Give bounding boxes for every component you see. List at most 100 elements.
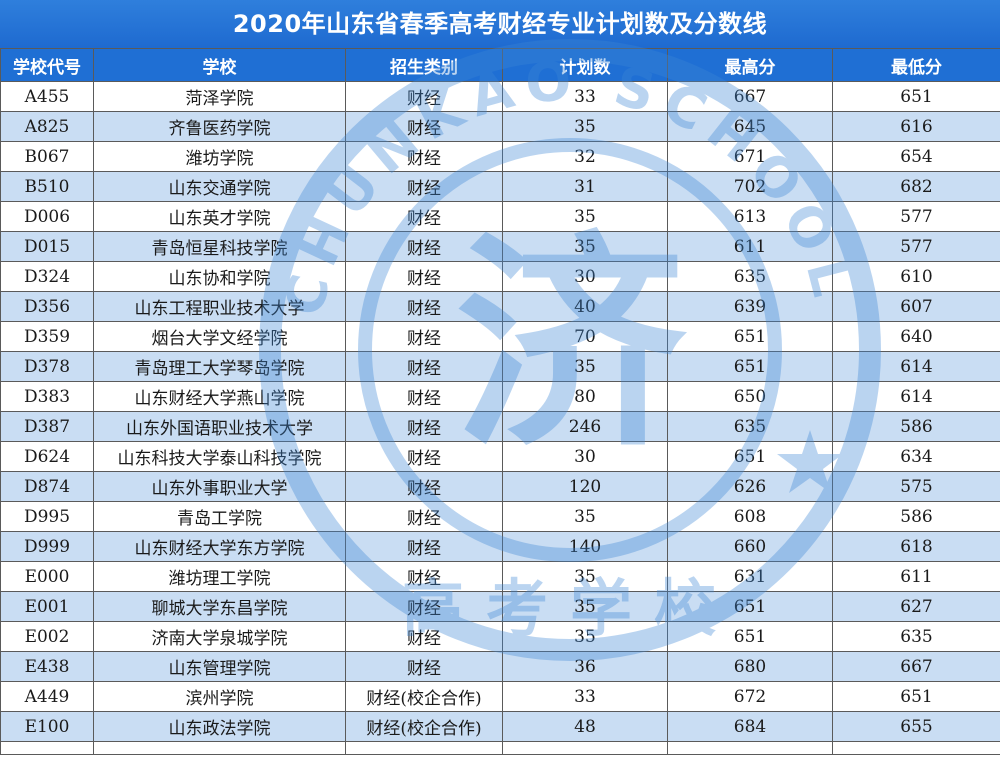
category: 财经 [345,591,503,622]
max-score: 645 [667,111,833,142]
category: 财经 [345,561,503,592]
category: 财经 [345,411,503,442]
score-table: 学校代号 学校 招生类别 计划数 最高分 最低分 A455 菏泽学院 财经 33 667… [0,48,1000,755]
school-name: 山东财经大学东方学院 [93,531,346,562]
school-name: 山东外国语职业技术大学 [93,411,346,442]
empty-row [0,741,1000,755]
plan-count: 48 [502,711,668,742]
school-name: 潍坊理工学院 [93,561,346,592]
school-name: 济南大学泉城学院 [93,621,346,652]
table-row: E002 济南大学泉城学院 财经 35 651 635 [0,621,1000,652]
col-header-max: 最高分 [667,48,833,82]
school-code: E002 [0,621,94,652]
page-title: 2020年山东省春季高考财经专业计划数及分数线 [0,0,1000,48]
school-name: 山东财经大学燕山学院 [93,381,346,412]
min-score: 682 [832,171,1000,202]
plan-count: 40 [502,291,668,322]
plan-count: 30 [502,261,668,292]
plan-count: 32 [502,141,668,172]
category: 财经 [345,111,503,142]
max-score: 626 [667,471,833,502]
school-code: D999 [0,531,94,562]
min-score: 640 [832,321,1000,352]
max-score: 671 [667,141,833,172]
category: 财经(校企合作) [345,711,503,742]
plan-count: 140 [502,531,668,562]
max-score: 651 [667,351,833,382]
category: 财经 [345,171,503,202]
category: 财经 [345,531,503,562]
table-row: A455 菏泽学院 财经 33 667 651 [0,81,1000,112]
category: 财经 [345,471,503,502]
plan-count: 35 [502,111,668,142]
category: 财经 [345,291,503,322]
max-score: 660 [667,531,833,562]
plan-count: 33 [502,681,668,712]
min-score: 635 [832,621,1000,652]
max-score: 650 [667,381,833,412]
col-header-min: 最低分 [832,48,1000,82]
school-code: E001 [0,591,94,622]
max-score: 702 [667,171,833,202]
school-name: 烟台大学文经学院 [93,321,346,352]
min-score: 667 [832,651,1000,682]
table-row: A825 齐鲁医药学院 财经 35 645 616 [0,111,1000,142]
max-score: 639 [667,291,833,322]
min-score: 575 [832,471,1000,502]
school-code: D387 [0,411,94,442]
col-header-code: 学校代号 [0,48,94,82]
school-name: 山东工程职业技术大学 [93,291,346,322]
min-score: 654 [832,141,1000,172]
school-name: 聊城大学东昌学院 [93,591,346,622]
school-name: 潍坊学院 [93,141,346,172]
max-score: 651 [667,621,833,652]
category: 财经 [345,141,503,172]
plan-count: 35 [502,231,668,262]
plan-count: 70 [502,321,668,352]
school-name: 青岛理工大学琴岛学院 [93,351,346,382]
max-score: 608 [667,501,833,532]
school-code: E100 [0,711,94,742]
max-score: 611 [667,231,833,262]
category: 财经 [345,351,503,382]
school-code: A449 [0,681,94,712]
school-code: E438 [0,651,94,682]
table-row: E000 潍坊理工学院 财经 35 631 611 [0,561,1000,592]
min-score: 614 [832,351,1000,382]
school-code: D874 [0,471,94,502]
school-code: D015 [0,231,94,262]
table-row: D356 山东工程职业技术大学 财经 40 639 607 [0,291,1000,322]
category: 财经 [345,81,503,112]
table-row: D383 山东财经大学燕山学院 财经 80 650 614 [0,381,1000,412]
category: 财经 [345,651,503,682]
school-name: 青岛恒星科技学院 [93,231,346,262]
table-row: D999 山东财经大学东方学院 财经 140 660 618 [0,531,1000,562]
school-code: B067 [0,141,94,172]
school-name: 山东政法学院 [93,711,346,742]
plan-count: 30 [502,441,668,472]
school-name: 青岛工学院 [93,501,346,532]
col-header-category: 招生类别 [345,48,503,82]
min-score: 634 [832,441,1000,472]
category: 财经 [345,441,503,472]
plan-count: 246 [502,411,668,442]
category: 财经 [345,501,503,532]
plan-count: 35 [502,591,668,622]
max-score: 631 [667,561,833,592]
max-score: 613 [667,201,833,232]
category: 财经 [345,231,503,262]
category: 财经 [345,621,503,652]
table-row: E438 山东管理学院 财经 36 680 667 [0,651,1000,682]
min-score: 586 [832,501,1000,532]
col-header-school: 学校 [93,48,346,82]
school-code: A455 [0,81,94,112]
school-name: 山东管理学院 [93,651,346,682]
plan-count: 120 [502,471,668,502]
min-score: 651 [832,81,1000,112]
school-name: 山东外事职业大学 [93,471,346,502]
school-code: D378 [0,351,94,382]
table-row: D995 青岛工学院 财经 35 608 586 [0,501,1000,532]
min-score: 627 [832,591,1000,622]
school-name: 山东交通学院 [93,171,346,202]
table-row: E001 聊城大学东昌学院 财经 35 651 627 [0,591,1000,622]
